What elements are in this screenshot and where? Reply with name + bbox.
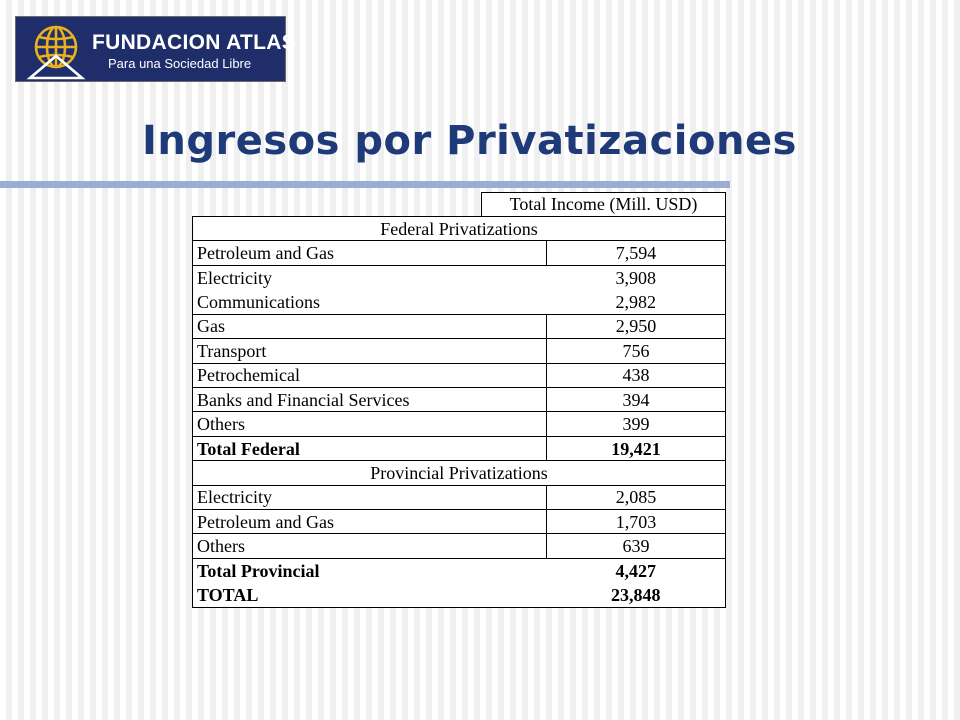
- table-row: Gas 2,950: [192, 313, 726, 339]
- section-title: Federal Privatizations: [192, 215, 726, 242]
- total-federal-row: Total Federal 19,421: [192, 435, 726, 461]
- total-provincial-row: Total Provincial 4,427: [192, 557, 726, 583]
- row-label: TOTAL: [192, 582, 547, 608]
- table-row: Others 399: [192, 411, 726, 437]
- row-value: 2,950: [546, 313, 726, 339]
- table-row: Communications 2,982: [192, 289, 726, 315]
- row-value: 394: [546, 386, 726, 412]
- row-value: 1,703: [546, 509, 726, 534]
- row-value: 4,427: [546, 557, 726, 583]
- row-label: Petroleum and Gas: [192, 240, 547, 266]
- row-label: Others: [192, 533, 547, 559]
- row-label: Banks and Financial Services: [192, 386, 547, 412]
- section-header-provincial: Provincial Privatizations: [192, 460, 726, 486]
- table-row: Transport 756: [192, 338, 726, 364]
- section-title: Provincial Privatizations: [192, 460, 726, 486]
- row-value: 438: [546, 362, 726, 388]
- section-header-federal: Federal Privatizations: [192, 215, 726, 242]
- row-value: 399: [546, 411, 726, 437]
- row-label: Transport: [192, 338, 547, 364]
- row-value: 2,085: [546, 485, 726, 510]
- row-label: Electricity: [192, 264, 547, 290]
- logo-tagline: Para una Sociedad Libre: [108, 56, 252, 71]
- globe-emblem-icon: [26, 25, 86, 80]
- row-value: 3,908: [546, 264, 726, 290]
- row-value: 7,594: [546, 240, 726, 266]
- table-row: Others 639: [192, 533, 726, 559]
- row-label: Total Federal: [192, 435, 547, 461]
- row-value: 23,848: [546, 582, 726, 608]
- table-row: Petroleum and Gas 1,703: [192, 509, 726, 534]
- table-row: Banks and Financial Services 394: [192, 386, 726, 412]
- row-value: 2,982: [546, 289, 726, 315]
- table-row: Petroleum and Gas 7,594: [192, 240, 726, 266]
- row-value: 756: [546, 338, 726, 364]
- column-header: Total Income (Mill. USD): [481, 192, 726, 217]
- table-row: Electricity 2,085: [192, 485, 726, 510]
- table-row: Petrochemical 438: [192, 362, 726, 388]
- row-label: Gas: [192, 313, 547, 339]
- privatization-income-table: Federal Privatizations Petroleum and Gas…: [192, 215, 726, 608]
- row-label: Others: [192, 411, 547, 437]
- logo-name: FUNDACION ATLAS: [92, 31, 296, 54]
- row-label: Total Provincial: [192, 557, 547, 583]
- row-value: 19,421: [546, 435, 726, 461]
- grand-total-row: TOTAL 23,848: [192, 582, 726, 608]
- row-label: Electricity: [192, 485, 547, 510]
- title-underline-rule: [0, 181, 730, 188]
- row-label: Petrochemical: [192, 362, 547, 388]
- row-value: 639: [546, 533, 726, 559]
- row-label: Communications: [192, 289, 547, 315]
- slide-title: Ingresos por Privatizaciones: [142, 118, 797, 164]
- fundacion-atlas-logo: FUNDACION ATLAS Para una Sociedad Libre: [15, 16, 296, 82]
- table-row: Electricity 3,908: [192, 264, 726, 290]
- row-label: Petroleum and Gas: [192, 509, 547, 534]
